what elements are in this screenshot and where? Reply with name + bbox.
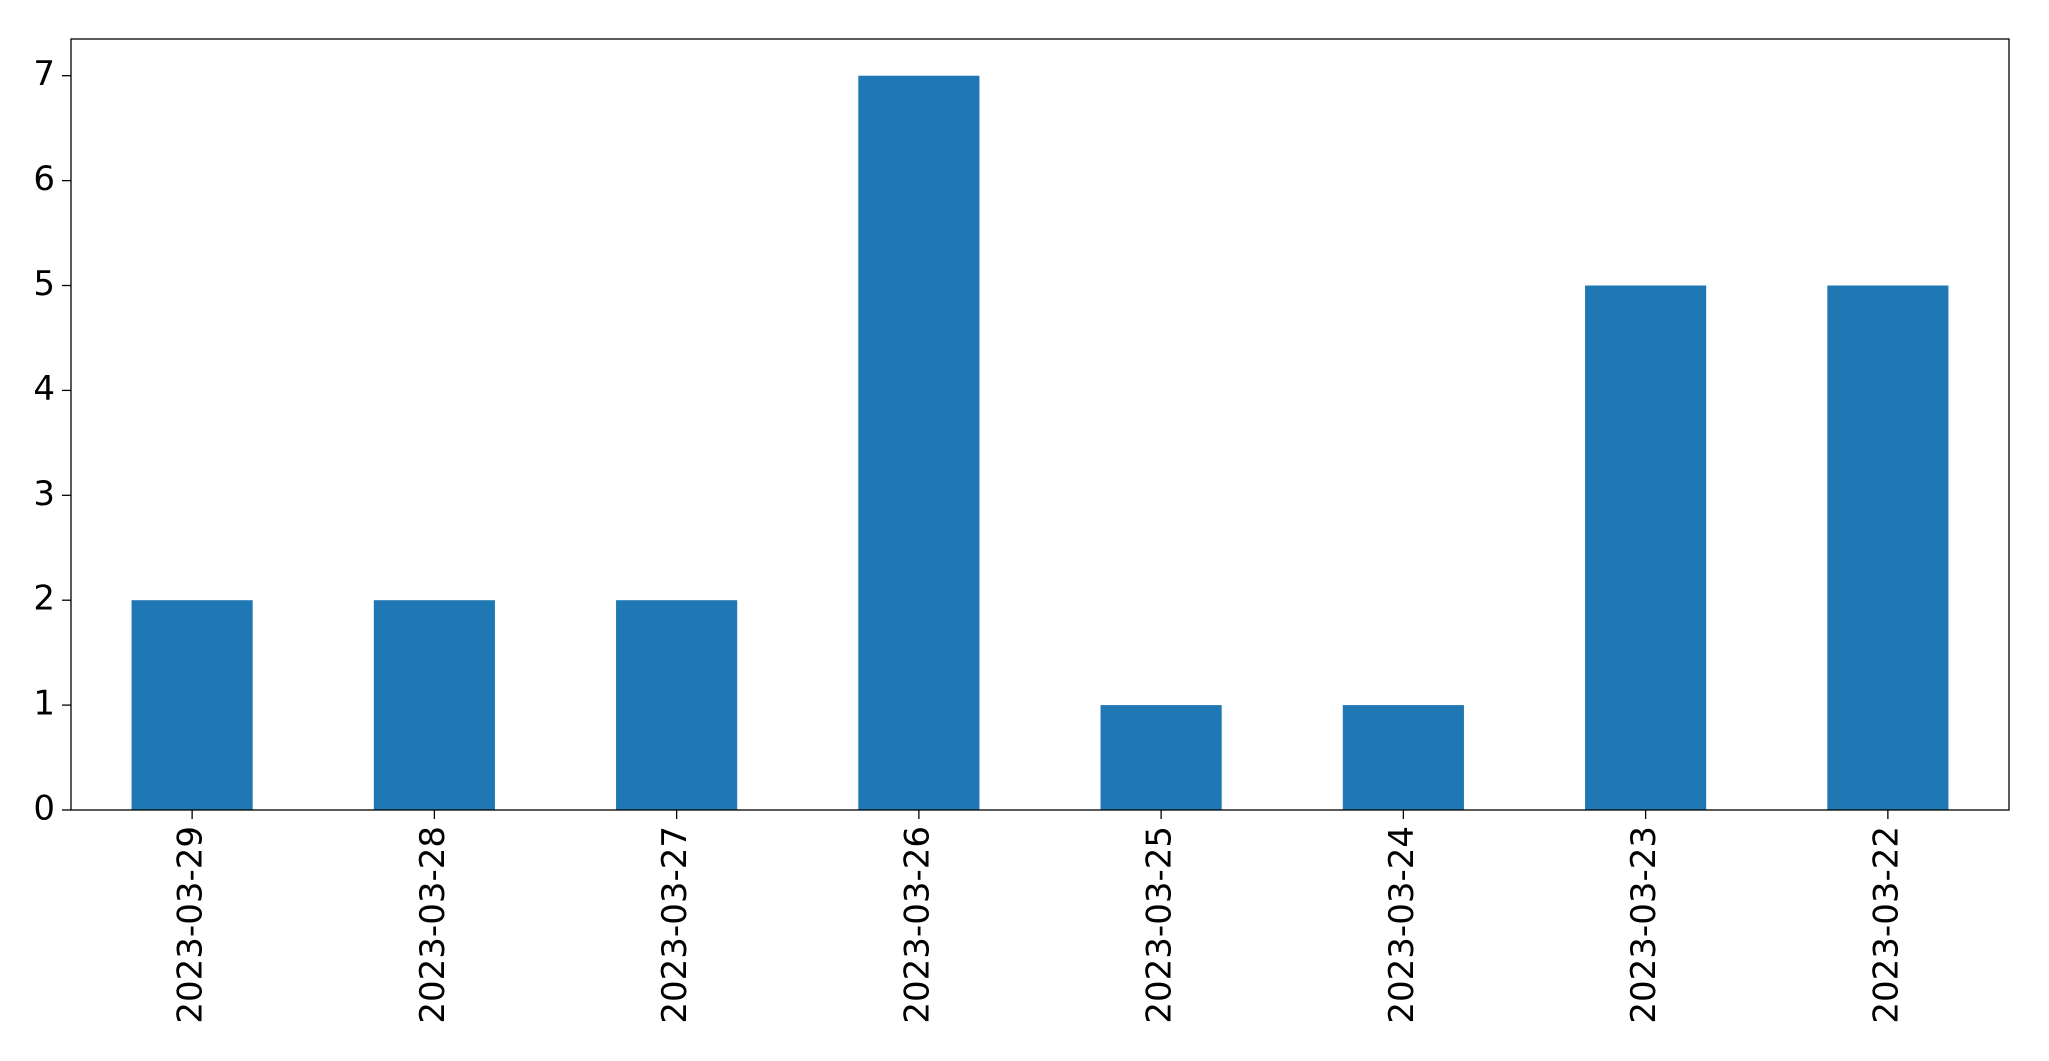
bar	[131, 600, 253, 810]
y-tick-label: 5	[33, 264, 55, 304]
x-tick-label: 2023-03-25	[1140, 826, 1180, 1024]
x-tick-label: 2023-03-24	[1382, 826, 1422, 1024]
y-tick-label: 7	[33, 54, 55, 94]
bar	[1342, 705, 1464, 810]
bar	[1827, 285, 1949, 810]
x-tick-label: 2023-03-26	[897, 826, 937, 1024]
y-tick-label: 1	[33, 684, 55, 724]
x-tick-label: 2023-03-23	[1624, 826, 1664, 1024]
plot-frame	[70, 38, 2010, 811]
y-tick-label: 3	[33, 474, 55, 514]
x-tick-label: 2023-03-28	[413, 826, 453, 1024]
bar	[1585, 285, 1707, 810]
y-tick-label: 4	[33, 369, 55, 409]
x-tick-label: 2023-03-29	[171, 826, 211, 1024]
x-tick-label: 2023-03-22	[1866, 826, 1906, 1024]
y-tick-label: 0	[33, 789, 55, 829]
bar	[1100, 705, 1222, 810]
y-tick-label: 6	[33, 159, 55, 199]
bar	[373, 600, 495, 810]
bar	[858, 75, 980, 810]
bar	[616, 600, 738, 810]
x-tick-label: 2023-03-27	[655, 826, 695, 1024]
y-tick-label: 2	[33, 579, 55, 619]
